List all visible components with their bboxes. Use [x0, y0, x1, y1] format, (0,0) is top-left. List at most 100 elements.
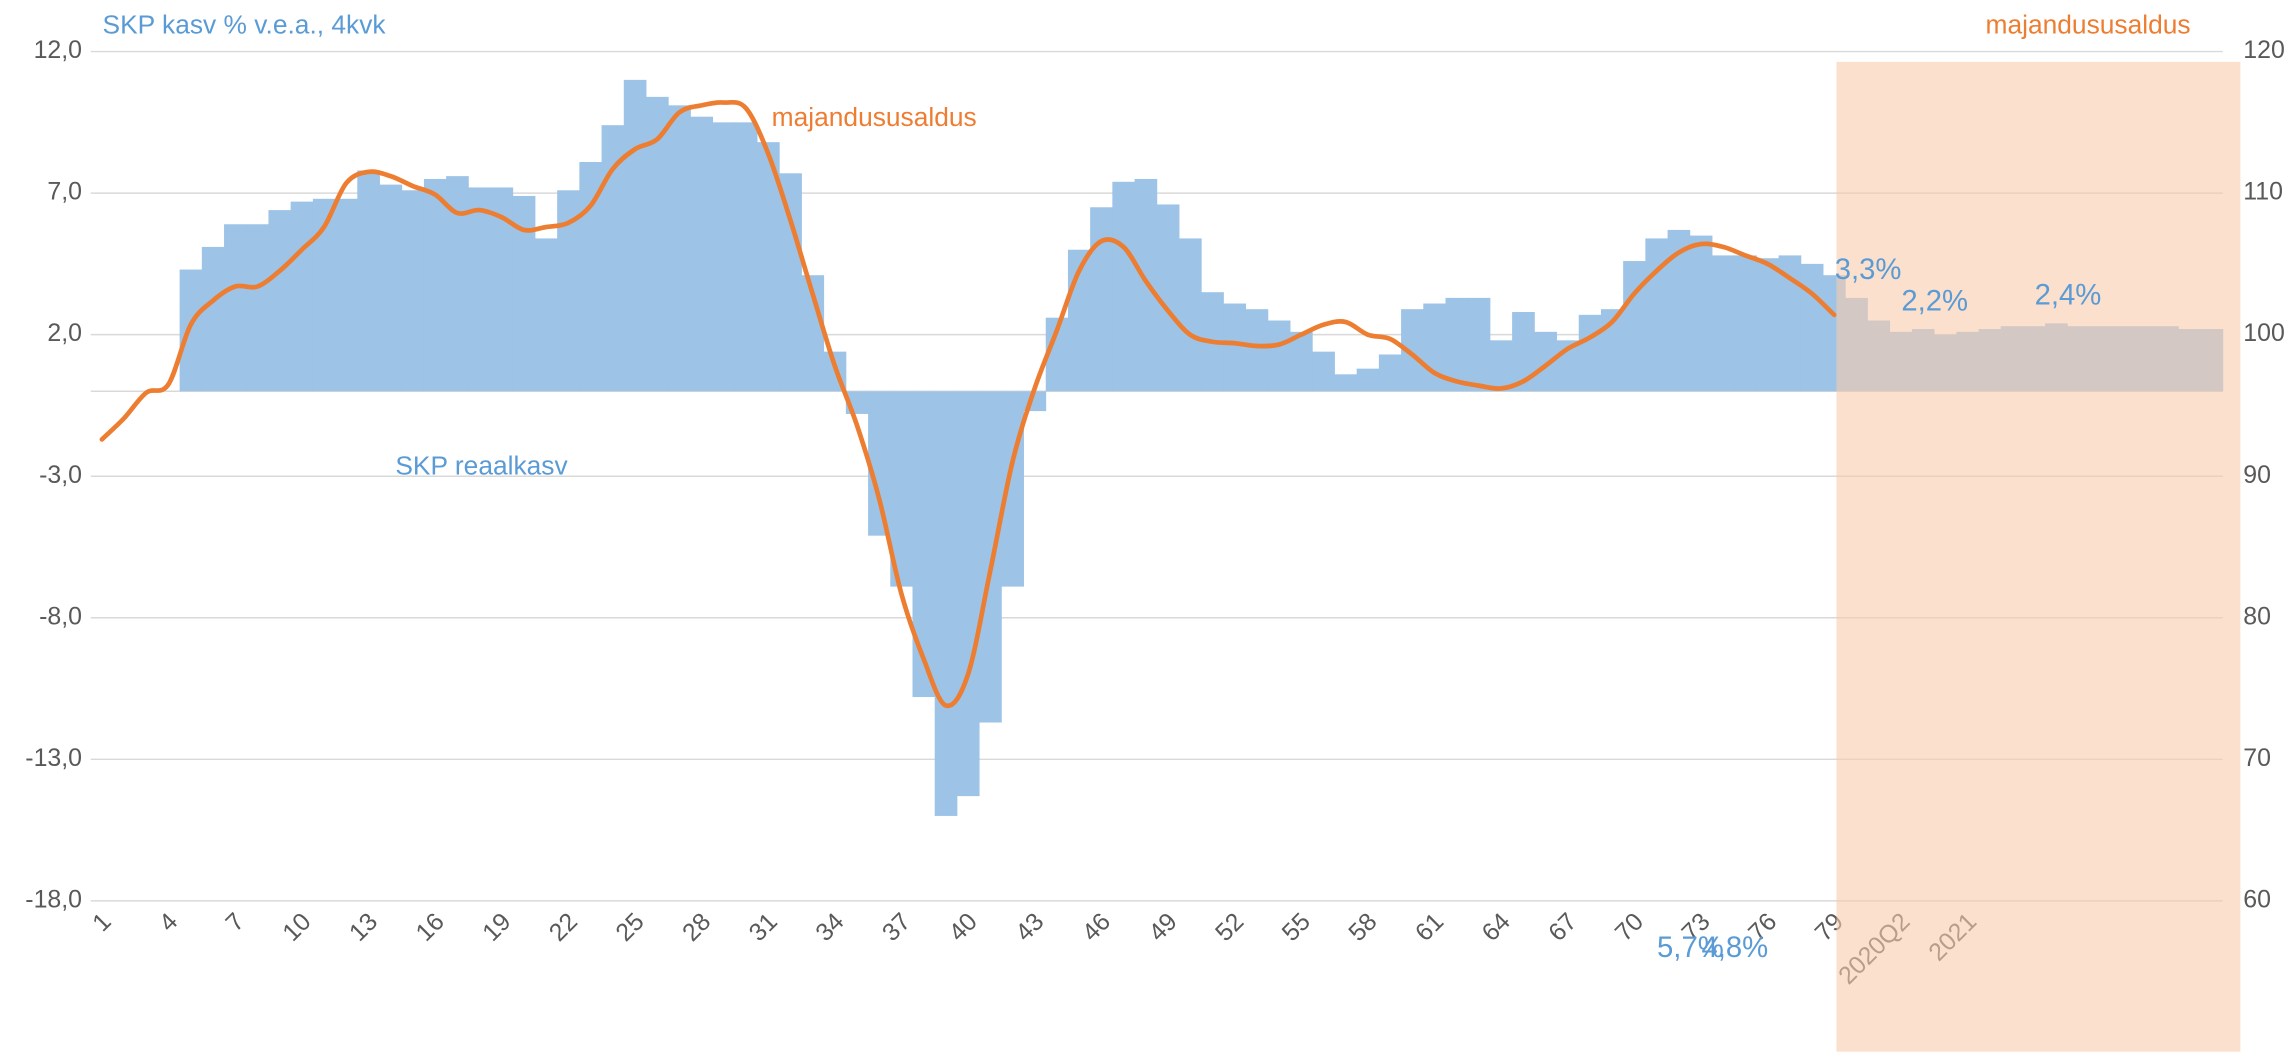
bar: [1756, 258, 1780, 392]
bar: [1512, 312, 1535, 392]
bar: [1489, 340, 1513, 392]
bar: [201, 246, 225, 392]
bar: [1578, 314, 1602, 392]
y2-tick-label: 60: [2243, 885, 2271, 913]
bar: [645, 96, 669, 392]
y-tick-label: 12,0: [34, 36, 82, 64]
x-tick-label: 31: [744, 908, 783, 947]
bar: [1334, 374, 1358, 392]
x-tick-label: 34: [810, 907, 849, 946]
bar: [912, 391, 936, 698]
y-tick-label: -8,0: [39, 602, 82, 630]
y-tick-label: -13,0: [25, 744, 82, 772]
bar: [1401, 309, 1424, 392]
bar: [401, 190, 425, 392]
y2-tick-label: 120: [2243, 36, 2285, 64]
y-tick-label: 7,0: [47, 178, 82, 206]
x-tick-label: 4: [154, 907, 184, 937]
x-tick-label: 16: [410, 908, 449, 947]
value-label: 4,8%: [1701, 931, 1768, 964]
bar: [534, 238, 558, 392]
bar: [335, 198, 358, 392]
value-label: 2,2%: [1901, 284, 1968, 317]
bar: [1178, 238, 1202, 392]
bar: [246, 224, 269, 392]
x-tick-label: 25: [610, 908, 649, 947]
x-tick-label: 49: [1143, 908, 1182, 947]
bar: [1600, 309, 1624, 392]
bar: [1290, 331, 1313, 392]
bar: [312, 198, 336, 392]
bar: [712, 122, 736, 392]
bar: [1356, 368, 1380, 392]
bar: [1534, 331, 1557, 392]
bar: [1623, 261, 1646, 392]
bar: [357, 170, 380, 392]
bar: [801, 275, 825, 392]
bar: [1312, 351, 1335, 392]
bar: [868, 391, 891, 536]
y2-tick-label: 100: [2243, 319, 2285, 347]
y2-tick-label: 90: [2243, 461, 2271, 489]
bar: [934, 391, 958, 816]
y2-tick-label: 110: [2243, 178, 2283, 206]
value-label: 5,7%: [1657, 931, 1724, 964]
y-tick-label: -18,0: [25, 885, 82, 913]
bar: [623, 79, 647, 392]
bar: [956, 391, 980, 797]
x-tick-label: 58: [1343, 908, 1382, 947]
x-tick-label: 40: [943, 908, 982, 947]
y-tick-label: 2,0: [47, 319, 82, 347]
bar: [1112, 181, 1136, 392]
y-axis-title: SKP kasv % v.e.a., 4kvk: [103, 10, 387, 40]
bar: [579, 161, 603, 392]
value-label: 2,4%: [2035, 279, 2102, 312]
bar: [1090, 207, 1113, 392]
bar: [1778, 255, 1802, 392]
bar: [601, 125, 625, 392]
bar: [1378, 354, 1402, 392]
bar: [779, 173, 802, 392]
bar: [512, 195, 536, 392]
x-tick-label: 46: [1077, 908, 1116, 947]
x-tick-label: 13: [344, 908, 383, 947]
bar: [1667, 229, 1691, 392]
bar: [290, 201, 314, 392]
bar: [1800, 263, 1824, 392]
bar: [979, 391, 1002, 723]
bar: [1711, 255, 1735, 392]
forecast-shade: [1836, 61, 2241, 1052]
bar: [557, 190, 580, 392]
x-tick-label: 19: [477, 908, 516, 947]
bar: [1223, 303, 1247, 392]
bar: [1045, 317, 1069, 392]
x-tick-label: 37: [877, 908, 916, 947]
bar: [268, 210, 292, 392]
x-tick-label: 10: [277, 908, 316, 947]
bar: [757, 142, 780, 392]
x-tick-label: 64: [1476, 907, 1515, 946]
bar: [379, 184, 403, 392]
x-tick-label: 28: [677, 908, 716, 947]
y-tick-label: -3,0: [39, 461, 82, 489]
series-label: majandususaldus: [772, 102, 977, 132]
y2-tick-label: 80: [2243, 602, 2271, 630]
x-tick-label: 22: [544, 908, 583, 947]
y2-tick-label: 70: [2243, 744, 2271, 772]
bar: [668, 105, 691, 392]
bar: [490, 187, 514, 392]
bar: [446, 176, 469, 392]
bar: [890, 391, 913, 587]
bar: [1467, 297, 1491, 392]
x-tick-label: 7: [220, 908, 250, 938]
x-tick-label: 43: [1010, 908, 1049, 947]
series-label: SKP reaalkasv: [395, 450, 568, 480]
bar: [224, 224, 247, 392]
x-tick-label: 70: [1610, 908, 1649, 947]
bar: [423, 178, 447, 392]
bar: [1245, 309, 1269, 392]
bar: [468, 187, 491, 392]
y2-axis-title: majandususaldus: [1986, 10, 2191, 40]
bar: [1734, 255, 1757, 392]
